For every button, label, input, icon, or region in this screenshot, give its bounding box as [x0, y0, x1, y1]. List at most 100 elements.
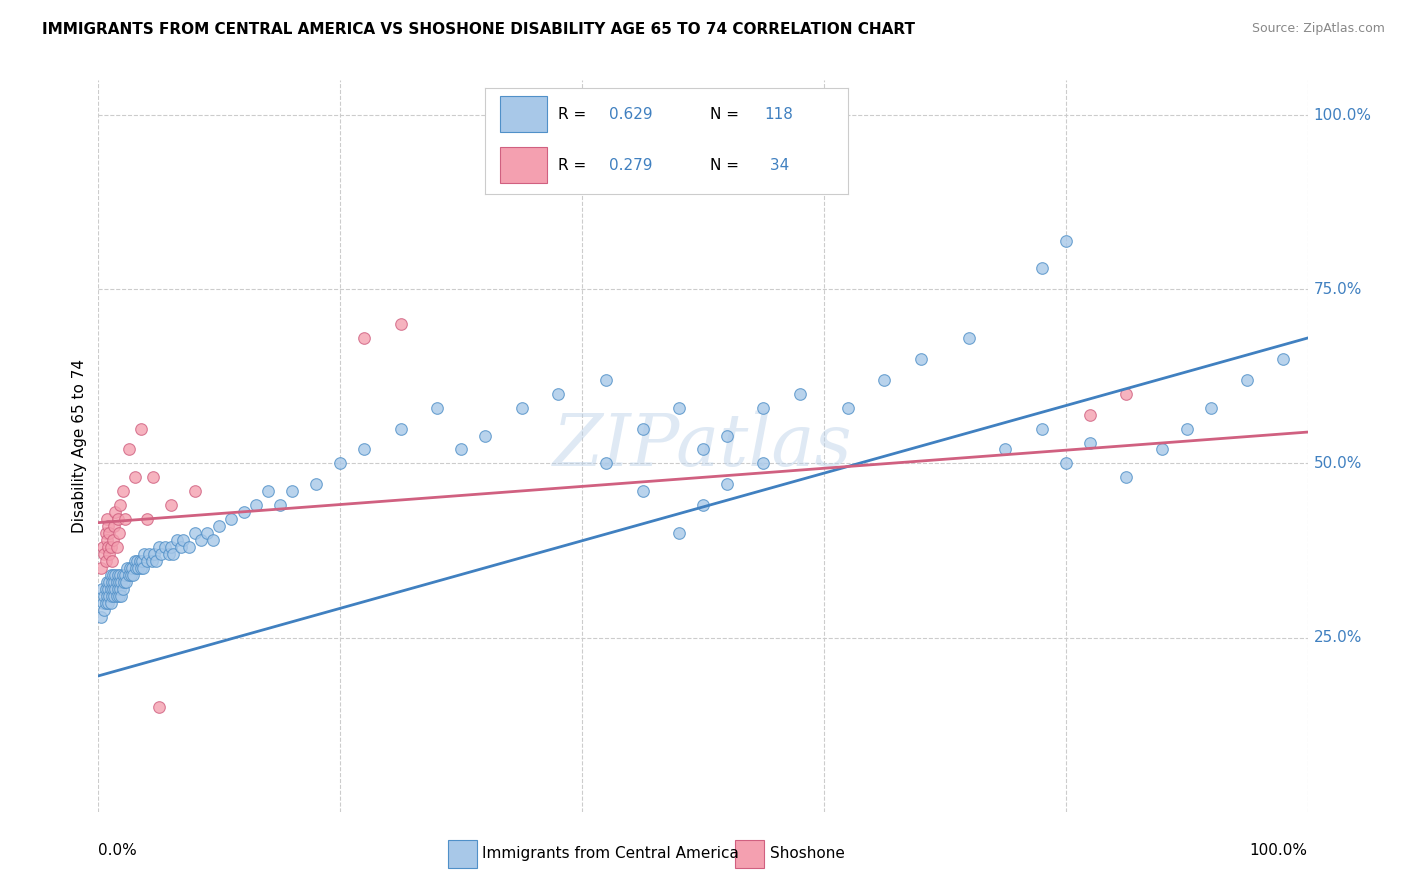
Point	[837, 401, 859, 415]
Point	[1031, 261, 1053, 276]
Point	[208, 519, 231, 533]
Point	[100, 567, 122, 582]
Point	[716, 428, 738, 442]
Point	[93, 547, 115, 561]
Point	[96, 574, 118, 589]
Point	[108, 498, 131, 512]
Point	[135, 554, 157, 568]
Point	[97, 596, 120, 610]
Point	[104, 567, 127, 582]
Point	[281, 484, 304, 499]
Point	[105, 540, 128, 554]
Point	[1054, 234, 1077, 248]
Point	[98, 589, 121, 603]
Point	[104, 505, 127, 519]
Point	[138, 547, 160, 561]
Point	[595, 373, 617, 387]
Point	[153, 540, 176, 554]
Point	[1031, 421, 1053, 435]
Point	[184, 526, 207, 541]
Point	[104, 582, 127, 596]
Point	[121, 561, 143, 575]
Text: Source: ZipAtlas.com: Source: ZipAtlas.com	[1251, 22, 1385, 36]
Point	[305, 477, 328, 491]
Point	[100, 574, 122, 589]
Point	[269, 498, 291, 512]
Point	[96, 589, 118, 603]
Point	[160, 498, 183, 512]
Text: 100.0%: 100.0%	[1250, 843, 1308, 858]
Point	[1272, 351, 1295, 366]
Point	[668, 401, 690, 415]
Point	[94, 526, 117, 541]
Point	[177, 540, 201, 554]
Point	[103, 519, 125, 533]
Point	[141, 554, 163, 568]
Point	[910, 351, 932, 366]
Point	[426, 401, 449, 415]
Point	[127, 561, 149, 575]
Point	[105, 574, 128, 589]
Point	[474, 428, 496, 442]
Point	[115, 574, 138, 589]
Point	[1236, 373, 1258, 387]
Point	[148, 540, 170, 554]
Point	[124, 554, 146, 568]
Text: ZIPatlas: ZIPatlas	[553, 410, 853, 482]
Point	[97, 582, 120, 596]
Point	[90, 561, 112, 575]
Point	[873, 373, 896, 387]
Point	[108, 526, 131, 541]
Point	[450, 442, 472, 457]
Text: 50.0%: 50.0%	[1313, 456, 1362, 471]
Text: 75.0%: 75.0%	[1313, 282, 1362, 297]
Point	[96, 533, 118, 547]
Point	[389, 421, 412, 435]
Point	[160, 540, 183, 554]
Point	[132, 561, 155, 575]
Point	[114, 512, 136, 526]
Point	[108, 589, 131, 603]
Point	[111, 567, 134, 582]
Point	[98, 526, 121, 541]
Point	[101, 567, 124, 582]
Point	[107, 567, 129, 582]
Point	[100, 596, 122, 610]
Point	[110, 589, 132, 603]
Point	[91, 596, 114, 610]
Point	[98, 574, 121, 589]
Point	[122, 567, 145, 582]
Point	[195, 526, 218, 541]
Point	[98, 547, 121, 561]
Point	[100, 582, 122, 596]
Point	[169, 540, 191, 554]
Point	[716, 477, 738, 491]
Point	[118, 567, 141, 582]
Point	[221, 512, 243, 526]
Point	[245, 498, 267, 512]
Point	[692, 442, 714, 457]
Point	[547, 386, 569, 401]
Point	[129, 421, 152, 435]
Point	[752, 401, 775, 415]
Point	[93, 589, 115, 603]
Point	[150, 547, 173, 561]
Point	[752, 457, 775, 471]
Point	[111, 582, 134, 596]
Point	[232, 505, 254, 519]
Point	[100, 554, 122, 568]
Point	[94, 554, 117, 568]
Point	[329, 457, 352, 471]
Point	[389, 317, 412, 331]
Point	[157, 547, 180, 561]
Point	[142, 470, 165, 484]
Point	[668, 526, 690, 541]
Point	[91, 540, 114, 554]
Point	[256, 484, 278, 499]
Point	[96, 512, 118, 526]
Point	[127, 554, 149, 568]
Point	[1115, 470, 1137, 484]
Point	[108, 567, 131, 582]
Point	[1115, 386, 1137, 401]
Y-axis label: Disability Age 65 to 74: Disability Age 65 to 74	[72, 359, 87, 533]
